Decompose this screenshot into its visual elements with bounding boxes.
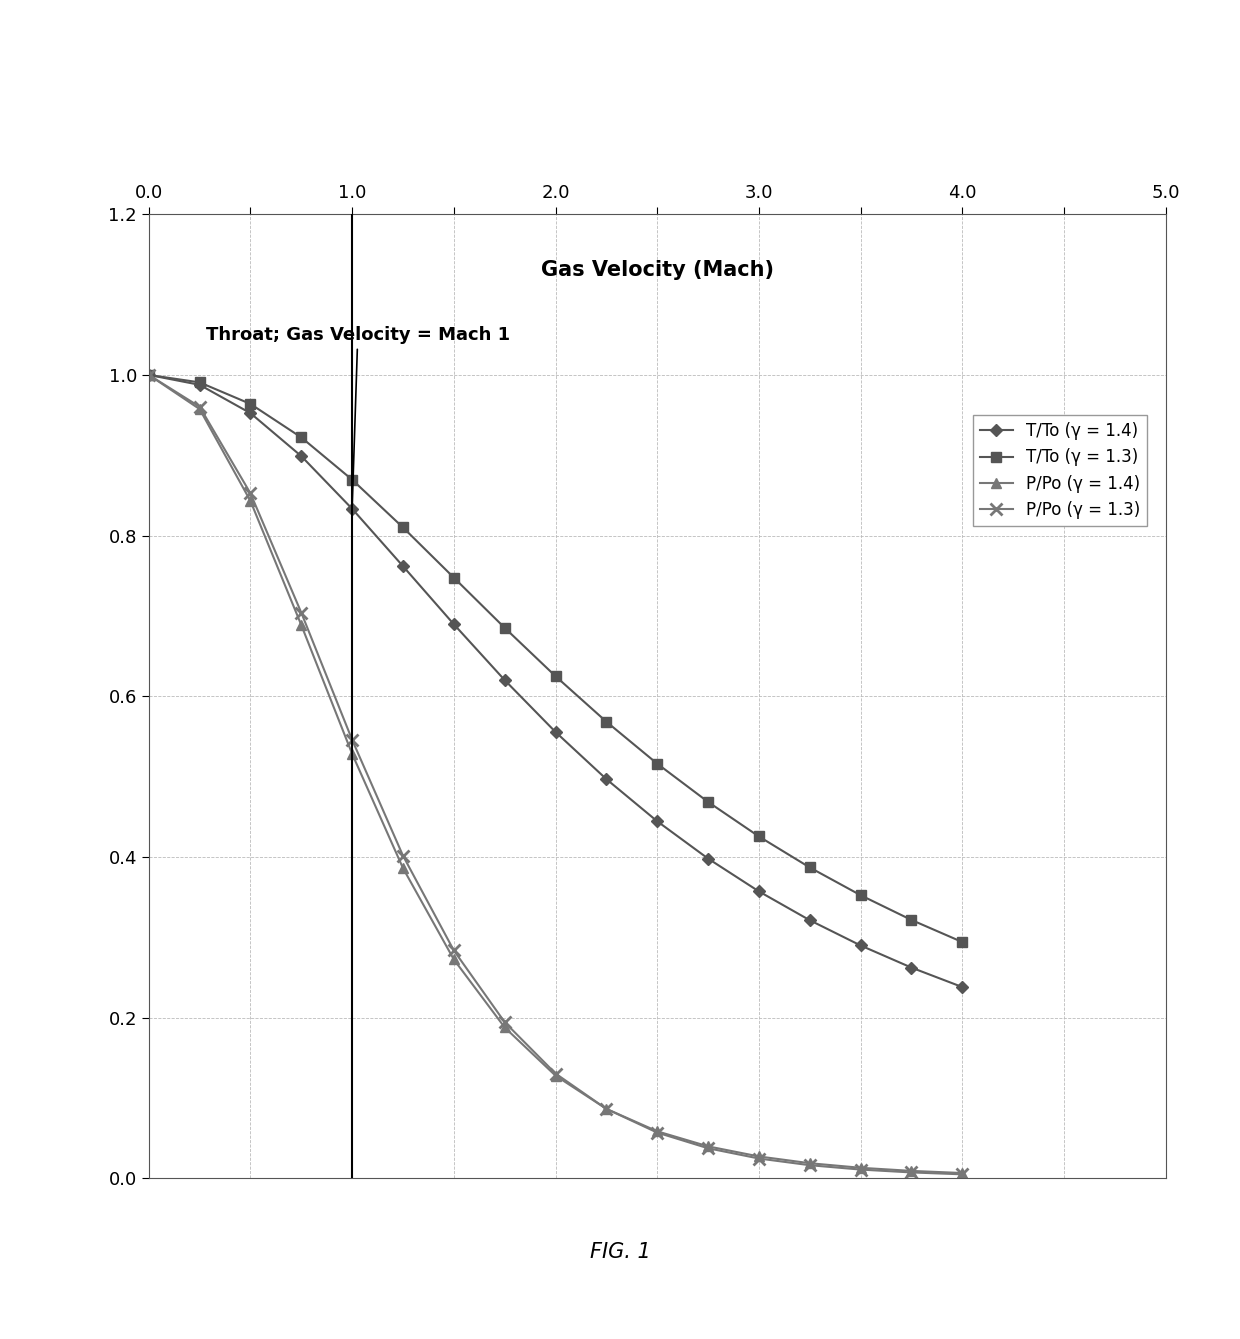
T/To (γ = 1.3) — [294, 430, 309, 446]
T/To (γ = 1.3) — [701, 794, 715, 810]
P/Po (γ = 1.4) — [751, 1149, 766, 1165]
T/To (γ = 1.4) — [345, 501, 360, 517]
P/Po (γ = 1.4) — [802, 1156, 817, 1172]
Legend: T/To (γ = 1.4), T/To (γ = 1.3), P/Po (γ = 1.4), P/Po (γ = 1.3): T/To (γ = 1.4), T/To (γ = 1.3), P/Po (γ … — [973, 415, 1147, 526]
T/To (γ = 1.3) — [904, 912, 919, 928]
T/To (γ = 1.3) — [446, 569, 461, 585]
T/To (γ = 1.3) — [650, 755, 665, 771]
T/To (γ = 1.4) — [141, 367, 156, 383]
P/Po (γ = 1.4) — [599, 1101, 614, 1117]
Text: Throat; Gas Velocity = Mach 1: Throat; Gas Velocity = Mach 1 — [206, 325, 510, 505]
P/Po (γ = 1.3) — [650, 1125, 665, 1141]
T/To (γ = 1.3) — [497, 620, 512, 636]
P/Po (γ = 1.3) — [345, 732, 360, 749]
P/Po (γ = 1.3) — [294, 605, 309, 621]
T/To (γ = 1.3) — [599, 714, 614, 730]
P/Po (γ = 1.4) — [141, 367, 156, 383]
T/To (γ = 1.3) — [396, 520, 410, 536]
P/Po (γ = 1.4) — [904, 1162, 919, 1178]
P/Po (γ = 1.4) — [345, 746, 360, 762]
P/Po (γ = 1.3) — [141, 367, 156, 383]
T/To (γ = 1.4) — [853, 937, 868, 953]
T/To (γ = 1.3) — [141, 367, 156, 383]
Text: FIG. 1: FIG. 1 — [590, 1243, 650, 1261]
T/To (γ = 1.4) — [294, 449, 309, 465]
T/To (γ = 1.3) — [802, 860, 817, 876]
P/Po (γ = 1.3) — [396, 848, 410, 864]
P/Po (γ = 1.3) — [243, 485, 258, 501]
T/To (γ = 1.4) — [497, 672, 512, 688]
T/To (γ = 1.3) — [192, 375, 207, 391]
P/Po (γ = 1.3) — [904, 1165, 919, 1181]
T/To (γ = 1.4) — [599, 771, 614, 787]
Line: T/To (γ = 1.3): T/To (γ = 1.3) — [144, 370, 967, 947]
T/To (γ = 1.3) — [548, 668, 563, 684]
P/Po (γ = 1.4) — [294, 617, 309, 633]
Line: P/Po (γ = 1.3): P/Po (γ = 1.3) — [144, 370, 967, 1180]
P/Po (γ = 1.3) — [548, 1066, 563, 1082]
T/To (γ = 1.4) — [650, 813, 665, 829]
P/Po (γ = 1.4) — [497, 1019, 512, 1035]
T/To (γ = 1.4) — [446, 616, 461, 632]
P/Po (γ = 1.4) — [243, 493, 258, 509]
P/Po (γ = 1.3) — [853, 1161, 868, 1177]
P/Po (γ = 1.3) — [701, 1141, 715, 1157]
T/To (γ = 1.4) — [192, 376, 207, 392]
T/To (γ = 1.4) — [904, 960, 919, 976]
T/To (γ = 1.3) — [751, 829, 766, 845]
P/Po (γ = 1.4) — [650, 1123, 665, 1139]
T/To (γ = 1.3) — [853, 888, 868, 904]
T/To (γ = 1.4) — [701, 850, 715, 866]
P/Po (γ = 1.3) — [497, 1014, 512, 1030]
P/Po (γ = 1.3) — [192, 399, 207, 415]
Line: P/Po (γ = 1.4): P/Po (γ = 1.4) — [144, 370, 967, 1178]
T/To (γ = 1.3) — [243, 396, 258, 412]
T/To (γ = 1.4) — [396, 558, 410, 574]
Line: T/To (γ = 1.4): T/To (γ = 1.4) — [145, 371, 966, 991]
T/To (γ = 1.4) — [751, 884, 766, 900]
P/Po (γ = 1.3) — [599, 1101, 614, 1117]
P/Po (γ = 1.4) — [446, 952, 461, 968]
P/Po (γ = 1.4) — [548, 1067, 563, 1083]
T/To (γ = 1.3) — [955, 935, 970, 951]
P/Po (γ = 1.4) — [192, 402, 207, 418]
P/Po (γ = 1.3) — [446, 943, 461, 959]
Text: Gas Velocity (Mach): Gas Velocity (Mach) — [541, 261, 774, 280]
T/To (γ = 1.4) — [548, 724, 563, 740]
T/To (γ = 1.4) — [802, 912, 817, 928]
T/To (γ = 1.4) — [955, 979, 970, 995]
P/Po (γ = 1.4) — [701, 1138, 715, 1154]
P/Po (γ = 1.4) — [853, 1160, 868, 1176]
P/Po (γ = 1.3) — [751, 1150, 766, 1166]
P/Po (γ = 1.3) — [802, 1157, 817, 1173]
P/Po (γ = 1.3) — [955, 1166, 970, 1182]
T/To (γ = 1.4) — [243, 406, 258, 422]
P/Po (γ = 1.4) — [955, 1165, 970, 1181]
P/Po (γ = 1.4) — [396, 860, 410, 876]
T/To (γ = 1.3) — [345, 471, 360, 487]
